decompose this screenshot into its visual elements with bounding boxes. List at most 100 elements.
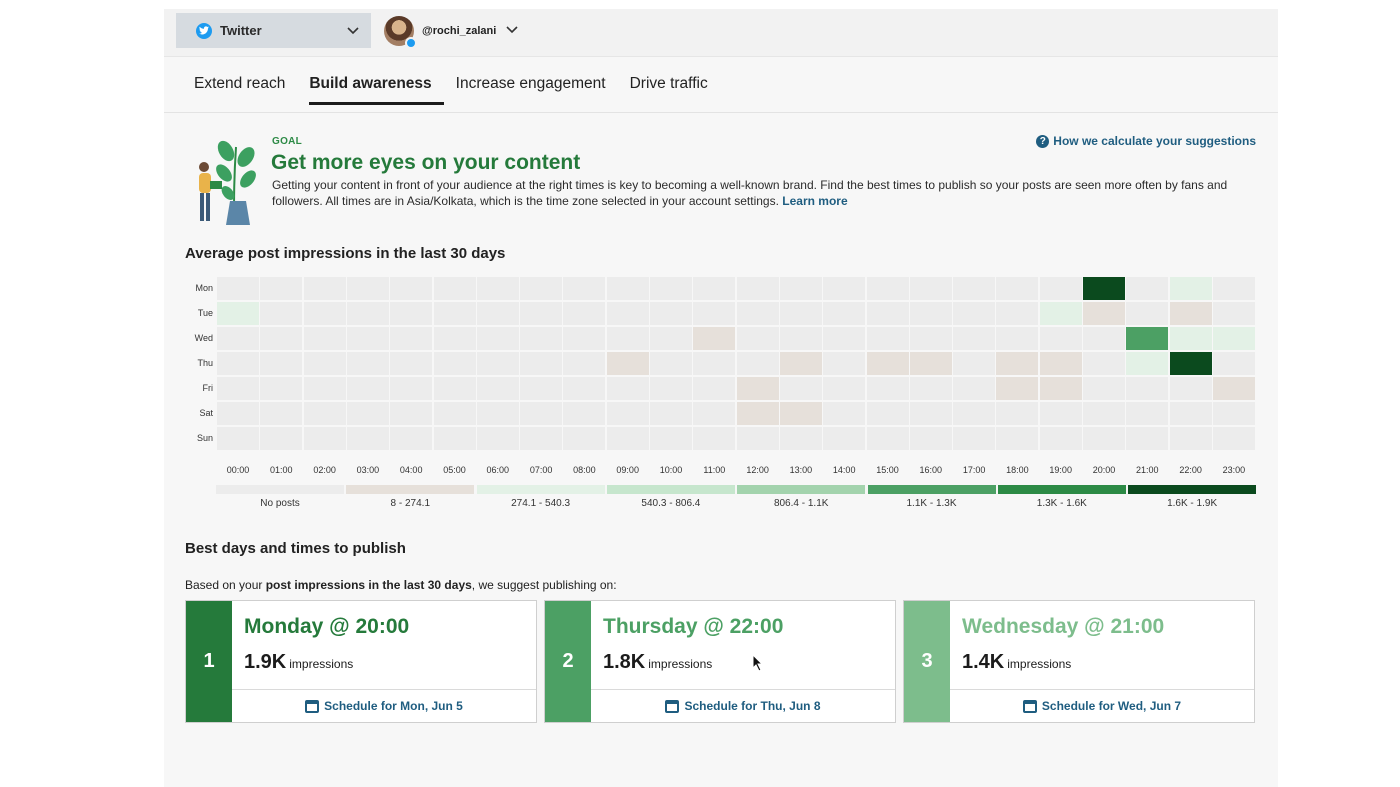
heatmap-cell[interactable] — [563, 427, 606, 450]
heatmap-cell[interactable] — [909, 277, 952, 300]
heatmap-cell[interactable] — [736, 352, 779, 375]
heatmap-cell[interactable] — [390, 277, 433, 300]
heatmap-cell[interactable] — [953, 377, 996, 400]
heatmap-cell[interactable] — [1212, 402, 1255, 425]
heatmap-cell[interactable] — [520, 427, 563, 450]
heatmap-cell[interactable] — [823, 402, 866, 425]
heatmap-cell[interactable] — [996, 377, 1039, 400]
heatmap-cell[interactable] — [217, 277, 259, 300]
schedule-button[interactable]: Schedule for Mon, Jun 5 — [232, 689, 536, 722]
heatmap-cell[interactable] — [996, 277, 1039, 300]
heatmap-cell[interactable] — [650, 277, 692, 300]
heatmap-cell[interactable] — [909, 427, 952, 450]
heatmap-cell[interactable] — [1083, 302, 1125, 325]
heatmap-cell[interactable] — [346, 352, 389, 375]
heatmap-cell[interactable] — [736, 427, 779, 450]
heatmap-cell[interactable] — [823, 302, 866, 325]
heatmap-cell[interactable] — [520, 352, 563, 375]
heatmap-cell[interactable] — [953, 277, 996, 300]
heatmap-cell[interactable] — [476, 377, 519, 400]
schedule-button[interactable]: Schedule for Thu, Jun 8 — [591, 689, 895, 722]
heatmap-cell[interactable] — [260, 277, 303, 300]
heatmap-cell[interactable] — [433, 302, 476, 325]
heatmap-cell[interactable] — [346, 402, 389, 425]
heatmap-cell[interactable] — [1126, 377, 1169, 400]
heatmap-cell[interactable] — [996, 402, 1039, 425]
heatmap-cell[interactable] — [563, 402, 606, 425]
heatmap-cell[interactable] — [303, 327, 346, 350]
heatmap-cell[interactable] — [1039, 327, 1082, 350]
heatmap-cell[interactable] — [476, 427, 519, 450]
heatmap-cell[interactable] — [650, 302, 692, 325]
heatmap-cell[interactable] — [1169, 377, 1212, 400]
heatmap-cell[interactable] — [433, 427, 476, 450]
heatmap-cell[interactable] — [1126, 427, 1169, 450]
heatmap-cell[interactable] — [779, 277, 822, 300]
heatmap-cell[interactable] — [1212, 327, 1255, 350]
heatmap-cell[interactable] — [1212, 377, 1255, 400]
heatmap-cell[interactable] — [260, 427, 303, 450]
heatmap-cell[interactable] — [476, 277, 519, 300]
account-switcher[interactable]: @rochi_zalani — [384, 15, 518, 49]
heatmap-cell[interactable] — [520, 377, 563, 400]
heatmap-cell[interactable] — [996, 427, 1039, 450]
heatmap-cell[interactable] — [650, 352, 692, 375]
heatmap-cell[interactable] — [953, 302, 996, 325]
heatmap-cell[interactable] — [260, 377, 303, 400]
heatmap-cell[interactable] — [996, 302, 1039, 325]
heatmap-cell[interactable] — [390, 377, 433, 400]
heatmap-cell[interactable] — [779, 427, 822, 450]
heatmap-cell[interactable] — [1039, 277, 1082, 300]
heatmap-cell[interactable] — [476, 327, 519, 350]
heatmap-cell[interactable] — [1212, 427, 1255, 450]
heatmap-cell[interactable] — [563, 327, 606, 350]
heatmap-cell[interactable] — [563, 352, 606, 375]
heatmap-cell[interactable] — [1039, 302, 1082, 325]
heatmap-cell[interactable] — [217, 402, 259, 425]
heatmap-cell[interactable] — [1039, 427, 1082, 450]
heatmap-cell[interactable] — [823, 377, 866, 400]
heatmap-cell[interactable] — [1126, 277, 1169, 300]
heatmap-cell[interactable] — [433, 327, 476, 350]
heatmap-cell[interactable] — [476, 352, 519, 375]
heatmap-cell[interactable] — [563, 277, 606, 300]
heatmap-cell[interactable] — [433, 352, 476, 375]
heatmap-cell[interactable] — [217, 377, 259, 400]
heatmap-cell[interactable] — [390, 327, 433, 350]
heatmap-cell[interactable] — [736, 277, 779, 300]
heatmap-cell[interactable] — [520, 302, 563, 325]
heatmap-cell[interactable] — [1083, 352, 1125, 375]
heatmap-cell[interactable] — [823, 327, 866, 350]
heatmap-cell[interactable] — [953, 327, 996, 350]
heatmap-cell[interactable] — [1126, 302, 1169, 325]
heatmap-cell[interactable] — [346, 327, 389, 350]
heatmap-cell[interactable] — [260, 352, 303, 375]
heatmap-cell[interactable] — [606, 377, 649, 400]
tab-extend-reach[interactable]: Extend reach — [194, 75, 286, 92]
heatmap-cell[interactable] — [1083, 277, 1125, 300]
heatmap-cell[interactable] — [390, 427, 433, 450]
heatmap-cell[interactable] — [909, 327, 952, 350]
heatmap-cell[interactable] — [909, 302, 952, 325]
heatmap-cell[interactable] — [650, 402, 692, 425]
heatmap-cell[interactable] — [1039, 377, 1082, 400]
heatmap-cell[interactable] — [779, 352, 822, 375]
heatmap-cell[interactable] — [346, 277, 389, 300]
heatmap-cell[interactable] — [1169, 302, 1212, 325]
heatmap-cell[interactable] — [563, 302, 606, 325]
heatmap-cell[interactable] — [606, 277, 649, 300]
heatmap-cell[interactable] — [996, 352, 1039, 375]
heatmap-cell[interactable] — [823, 427, 866, 450]
heatmap-cell[interactable] — [260, 327, 303, 350]
heatmap-cell[interactable] — [866, 402, 909, 425]
heatmap-cell[interactable] — [606, 302, 649, 325]
tab-drive-traffic[interactable]: Drive traffic — [629, 75, 708, 92]
heatmap-cell[interactable] — [736, 377, 779, 400]
heatmap-cell[interactable] — [1212, 302, 1255, 325]
heatmap-cell[interactable] — [823, 352, 866, 375]
heatmap-cell[interactable] — [303, 402, 346, 425]
heatmap-cell[interactable] — [1169, 427, 1212, 450]
tab-build-awareness[interactable]: Build awareness — [309, 75, 444, 105]
heatmap-cell[interactable] — [303, 377, 346, 400]
heatmap-cell[interactable] — [736, 302, 779, 325]
